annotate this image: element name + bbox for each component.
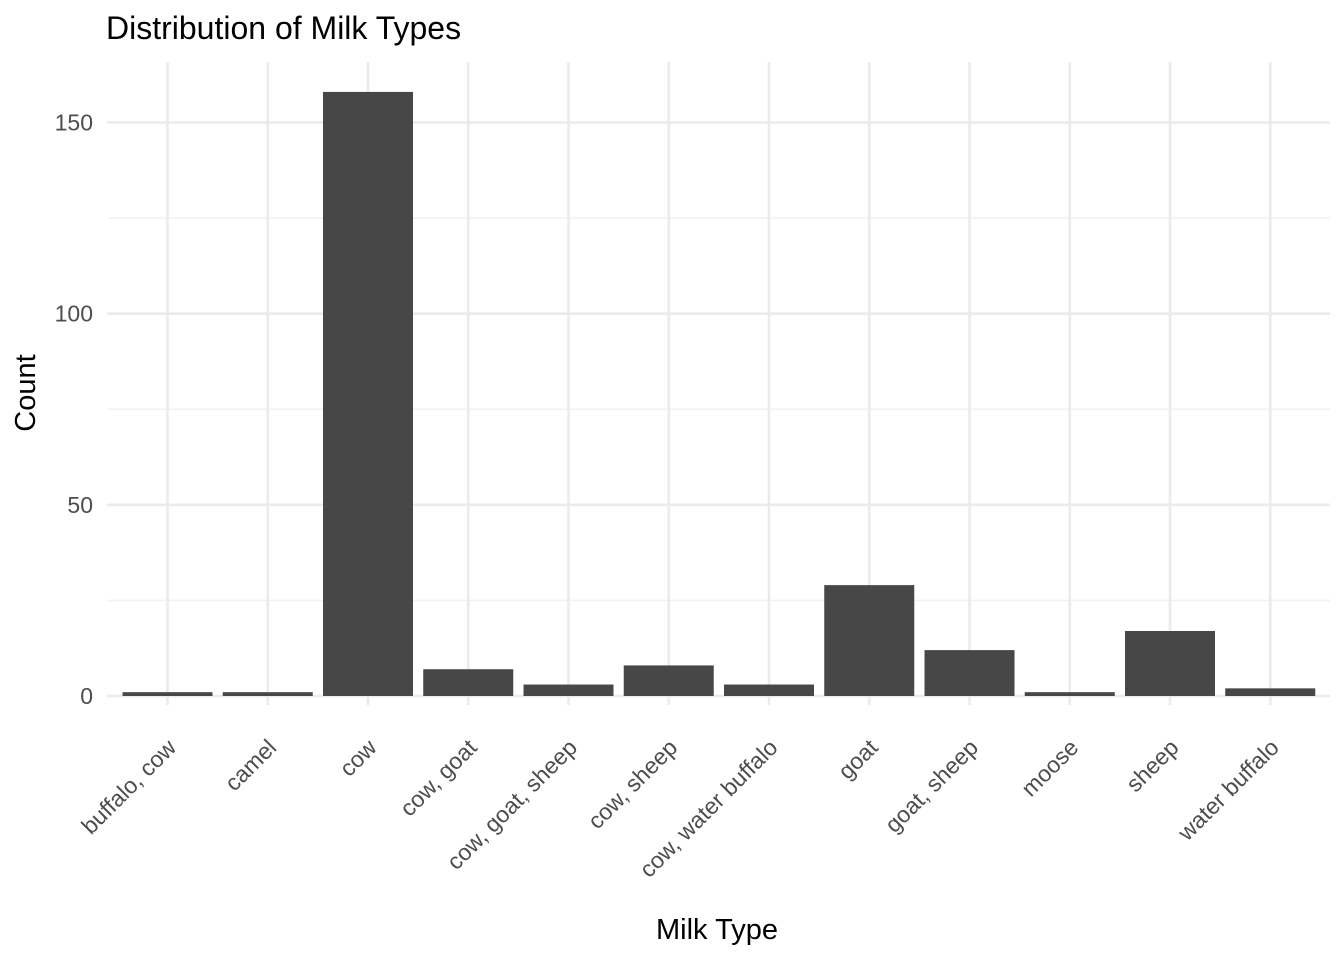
x-tick-label: buffalo, cow (76, 734, 181, 839)
x-tick-label: goat (833, 734, 883, 784)
x-tick-label: camel (220, 734, 282, 796)
bar-cow-sheep (623, 665, 714, 696)
x-tick-label: cow, sheep (583, 734, 683, 834)
bar-cow-goat-sheep (523, 684, 614, 696)
bar-sheep (1125, 631, 1215, 696)
grid-lines (107, 62, 1330, 705)
bar-buffalo-cow (122, 692, 213, 696)
bar-moose (1024, 692, 1115, 696)
bar-camel (222, 692, 313, 696)
y-tick-label: 150 (55, 110, 93, 136)
x-tick-label: cow (334, 734, 382, 782)
bar-cow-water-buffalo (724, 684, 814, 696)
bar-goat (824, 585, 915, 696)
y-axis-tick-labels: 0 50 100 150 (55, 110, 93, 710)
bars (122, 91, 1316, 696)
x-tick-label: moose (1016, 734, 1083, 801)
x-tick-label: goat, sheep (880, 734, 983, 837)
y-tick-label: 100 (55, 301, 93, 327)
bar-goat-sheep (924, 650, 1015, 696)
x-tick-label: cow, goat (395, 734, 483, 822)
bar-cow-goat (423, 669, 514, 696)
y-tick-label: 0 (80, 683, 93, 709)
bar-water-buffalo (1225, 688, 1316, 696)
x-tick-label: sheep (1121, 734, 1184, 797)
chart-title: Distribution of Milk Types (106, 10, 461, 46)
y-tick-label: 50 (67, 492, 93, 518)
bar-cow (323, 91, 413, 696)
y-axis-title: Count (10, 354, 42, 431)
x-axis-title: Milk Type (656, 914, 778, 946)
x-tick-label: water buffalo (1172, 734, 1284, 846)
